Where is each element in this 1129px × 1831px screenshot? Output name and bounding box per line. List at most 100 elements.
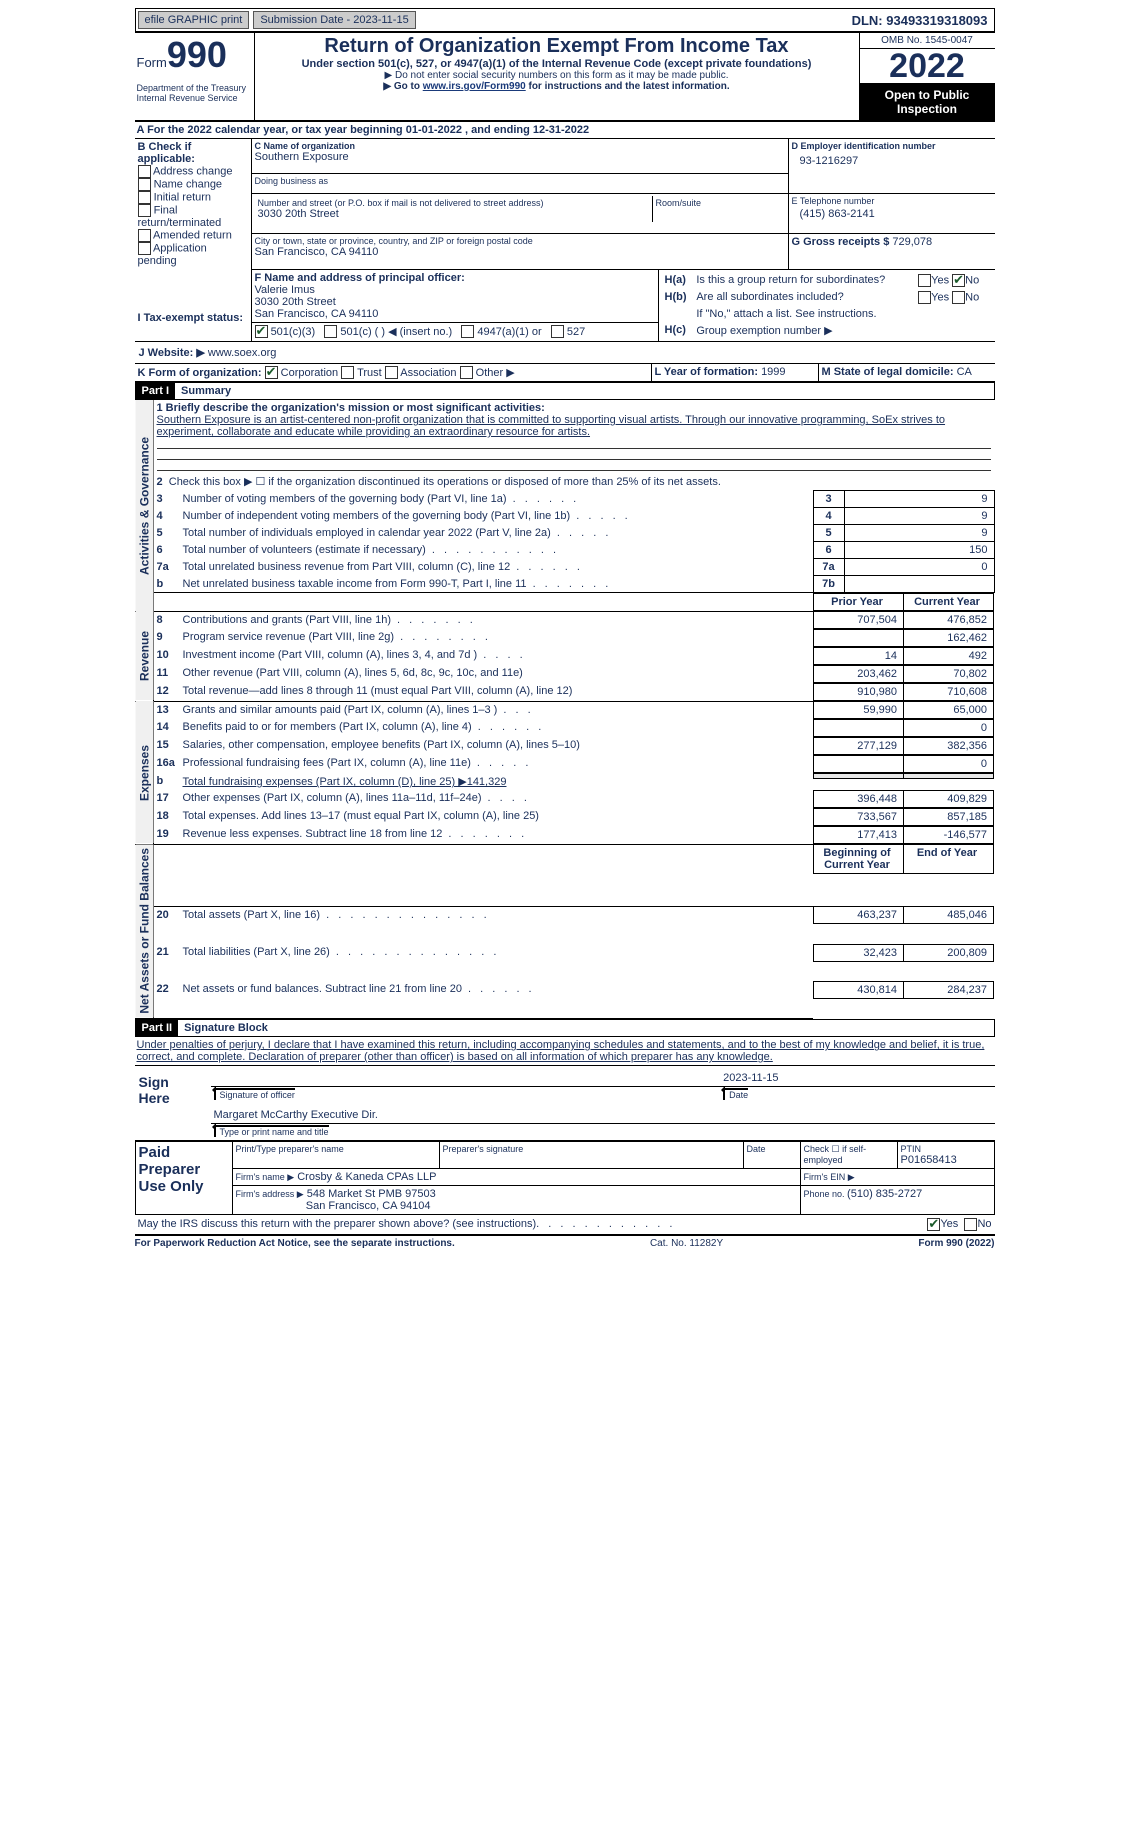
cy22: 284,237 <box>904 982 994 999</box>
lbl-trust: Trust <box>357 367 382 379</box>
chk-501c3[interactable] <box>255 325 268 338</box>
py10: 14 <box>814 648 904 665</box>
fh-block: I Tax-exempt status: F Name and address … <box>135 270 995 342</box>
n18: 18 <box>153 808 180 826</box>
efile-button[interactable]: efile GRAPHIC print <box>138 11 250 29</box>
chk-assoc[interactable] <box>385 366 398 379</box>
ha-yes: Yes <box>931 274 949 286</box>
chk-527[interactable] <box>551 325 564 338</box>
sigoff-label: Signature of officer <box>214 1088 295 1100</box>
n7b: b <box>153 576 180 593</box>
lbl-corp: Corporation <box>281 367 338 379</box>
sign-block: Sign Here 2023-11-15 Signature of office… <box>135 1066 995 1141</box>
cy16a: 0 <box>904 756 994 773</box>
box-c-label: C Name of organization <box>255 141 785 151</box>
chk-initial[interactable] <box>138 191 151 204</box>
typed-label: Type or print name and title <box>214 1125 329 1137</box>
box-m: M State of legal domicile: CA <box>818 364 995 382</box>
t12: Total revenue—add lines 8 through 11 (mu… <box>180 683 814 701</box>
officer-addr1: 3030 20th Street <box>255 296 655 308</box>
bc-hdr: Beginning of Current Year <box>814 845 904 874</box>
cy13: 65,000 <box>904 702 994 719</box>
hb-yes: Yes <box>931 291 949 303</box>
t5: Total number of individuals employed in … <box>180 525 814 542</box>
line2n: 2 <box>157 476 163 488</box>
cy19: -146,577 <box>904 827 994 844</box>
submission-btn[interactable]: Submission Date - 2023-11-15 <box>253 11 415 29</box>
part1-title: Summary <box>181 385 231 397</box>
penalties: Under penalties of perjury, I declare th… <box>135 1037 995 1066</box>
ha-no-chk[interactable] <box>952 274 965 287</box>
discuss-yes-chk[interactable] <box>927 1218 940 1231</box>
t10: Investment income (Part VIII, column (A)… <box>180 647 814 665</box>
n6: 6 <box>153 542 180 559</box>
t16a: Professional fundraising fees (Part IX, … <box>180 755 814 773</box>
chk-trust[interactable] <box>341 366 354 379</box>
chk-address[interactable] <box>138 165 151 178</box>
hb-yes-chk[interactable] <box>918 291 931 304</box>
discuss-no-chk[interactable] <box>964 1218 977 1231</box>
chk-corp[interactable] <box>265 366 278 379</box>
officer-addr2: San Francisco, CA 94110 <box>255 308 655 320</box>
row-5: 5Total number of individuals employed in… <box>135 525 995 542</box>
py21: 32,423 <box>814 944 904 961</box>
date-label: Date <box>723 1088 748 1100</box>
box-d-label: D Employer identification number <box>792 141 992 151</box>
ein: 93-1216297 <box>792 151 992 171</box>
form-number-block: Form990 Department of the Treasury Inter… <box>135 33 255 120</box>
hb-no-chk[interactable] <box>952 291 965 304</box>
line-a-mid: , and ending <box>462 124 533 136</box>
chk-name[interactable] <box>138 178 151 191</box>
py12: 910,980 <box>814 684 904 701</box>
hb-no: No <box>965 291 979 303</box>
v4: 9 <box>844 508 994 525</box>
irs-link[interactable]: www.irs.gov/Form990 <box>423 81 526 92</box>
discuss-row: May the IRS discuss this return with the… <box>135 1215 995 1235</box>
lbl-4947: 4947(a)(1) or <box>477 326 541 338</box>
n16a: 16a <box>153 755 180 773</box>
t3: Number of voting members of the governin… <box>180 491 814 508</box>
line2: 2 Check this box ▶ ☐ if the organization… <box>153 473 994 491</box>
t4: Number of independent voting members of … <box>180 508 814 525</box>
part1-label: Part I <box>136 383 176 399</box>
box-e: E Telephone number (415) 863-2141 <box>788 193 995 234</box>
chk-pending[interactable] <box>138 242 151 255</box>
hb-label: H(b) <box>662 289 694 306</box>
officer-name: Valerie Imus <box>255 284 655 296</box>
chk-other[interactable] <box>460 366 473 379</box>
v7a: 0 <box>844 559 994 576</box>
t13: Grants and similar amounts paid (Part IX… <box>180 701 814 719</box>
chk-amended[interactable] <box>138 229 151 242</box>
part2-label: Part II <box>136 1020 179 1036</box>
v3: 9 <box>844 491 994 508</box>
row-6: 6Total number of volunteers (estimate if… <box>135 542 995 559</box>
ptin: P01658413 <box>901 1154 991 1166</box>
firm-ein-label: Firm's EIN ▶ <box>804 1172 855 1182</box>
n14: 14 <box>153 719 180 737</box>
chk-4947[interactable] <box>461 325 474 338</box>
box-d: D Employer identification number 93-1216… <box>788 139 995 193</box>
chk-final[interactable] <box>138 204 151 217</box>
side-net: Net Assets or Fund Balances <box>135 844 154 1019</box>
row-4: 4Number of independent voting members of… <box>135 508 995 525</box>
ha-yes-chk[interactable] <box>918 274 931 287</box>
lbl-501c: 501(c) ( ) ◀ (insert no.) <box>340 326 452 338</box>
firm-addr2: San Francisco, CA 94104 <box>306 1200 431 1212</box>
cy20: 485,046 <box>904 907 994 924</box>
lbl-527: 527 <box>567 326 585 338</box>
title-bar: Form990 Department of the Treasury Inter… <box>135 33 995 122</box>
t16b: Total fundraising expenses (Part IX, col… <box>180 773 814 790</box>
box-l: L Year of formation: 1999 <box>651 364 818 382</box>
footer: For Paperwork Reduction Act Notice, see … <box>135 1235 995 1249</box>
chk-501c[interactable] <box>324 325 337 338</box>
box-g: G Gross receipts $ 729,078 <box>788 234 995 269</box>
t11: Other revenue (Part VIII, column (A), li… <box>180 665 814 683</box>
klm-row: K Form of organization: Corporation Trus… <box>135 364 995 383</box>
paid-title: Paid Preparer Use Only <box>135 1142 232 1215</box>
cy16b <box>904 774 994 779</box>
part2-title: Signature Block <box>184 1022 268 1034</box>
room-label: Room/suite <box>656 198 782 208</box>
t20: Total assets (Part X, line 16) . . . . .… <box>180 906 814 943</box>
box-j-label: J Website: ▶ <box>139 347 205 359</box>
box-e-label: E Telephone number <box>792 196 992 206</box>
